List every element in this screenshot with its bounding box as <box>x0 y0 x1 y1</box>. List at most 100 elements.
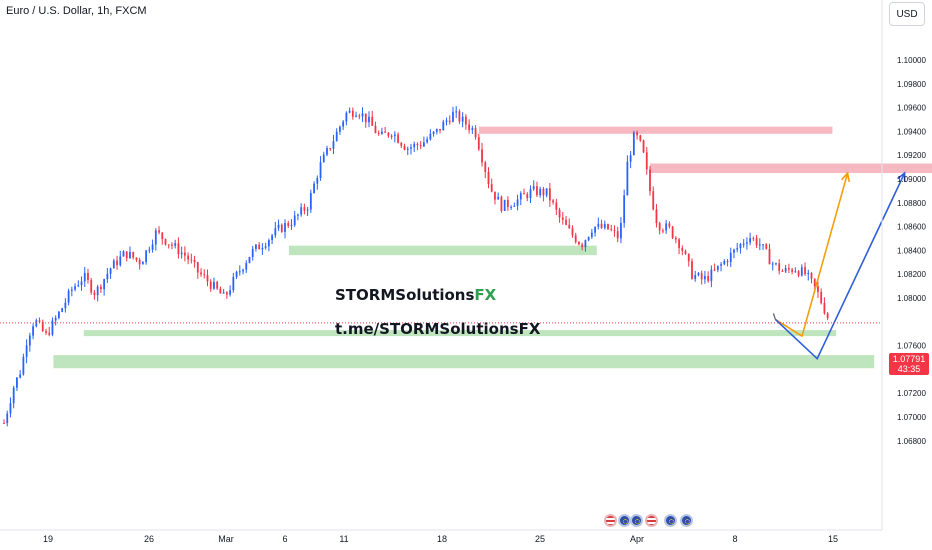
candle-body <box>603 224 606 228</box>
candle-body <box>555 202 558 210</box>
candle-body <box>3 422 5 424</box>
candle-body <box>306 209 309 211</box>
candle-body <box>54 317 57 321</box>
candle-body <box>655 209 658 224</box>
candle-body <box>403 145 406 150</box>
y-tick-label: 1.08800 <box>897 199 926 208</box>
candle-body <box>626 161 629 196</box>
candle-body <box>510 206 513 208</box>
y-tick-label: 1.07600 <box>897 342 926 351</box>
candle-body <box>67 290 70 303</box>
candle-body <box>393 134 396 137</box>
candle-body <box>826 313 829 318</box>
candle-body <box>487 171 490 185</box>
candle-body <box>497 196 500 200</box>
candle-body <box>368 116 370 123</box>
candle-body <box>468 124 471 130</box>
candle-body <box>455 111 458 113</box>
candle-body <box>820 291 823 304</box>
current-price-tag: 1.07791 43:35 <box>889 353 929 375</box>
candle-body <box>813 278 816 287</box>
candle-body <box>96 286 99 296</box>
candle-body <box>723 260 726 265</box>
candles-layer <box>3 106 829 427</box>
candle-body <box>710 269 713 281</box>
current-price-value: 1.07791 <box>892 354 926 364</box>
candle-body <box>639 135 642 141</box>
eu-flag-icon[interactable] <box>630 514 643 527</box>
y-tick-label: 1.09800 <box>897 80 926 89</box>
candle-body <box>516 199 519 206</box>
candle-body <box>116 260 118 266</box>
candle-body <box>607 224 609 230</box>
candle-body <box>232 276 235 291</box>
candle-body <box>193 259 196 263</box>
candle-body <box>642 140 645 153</box>
candle-body <box>674 237 677 240</box>
candle-body <box>713 269 716 271</box>
candle-body <box>171 244 173 246</box>
candle-body <box>532 186 535 190</box>
candle-body <box>597 223 600 227</box>
candle-body <box>413 143 416 148</box>
candle-body <box>474 128 477 138</box>
candle-body <box>539 188 542 196</box>
candle-body <box>817 286 819 292</box>
candle-body <box>733 249 735 253</box>
candle-body <box>671 226 674 238</box>
candle-body <box>216 281 219 289</box>
candle-body <box>548 188 551 201</box>
candle-body <box>791 269 794 272</box>
us-flag-icon[interactable] <box>645 514 658 527</box>
us-flag-icon[interactable] <box>604 514 617 527</box>
candle-body <box>726 260 729 263</box>
candle-body <box>177 243 180 255</box>
candle-body <box>442 121 445 131</box>
candle-body <box>545 188 548 196</box>
candle-body <box>432 131 435 134</box>
candle-body <box>129 251 131 258</box>
eu-flag-icon[interactable] <box>664 514 677 527</box>
candle-body <box>787 268 790 270</box>
candle-body <box>665 223 668 231</box>
candle-body <box>255 244 257 249</box>
candle-body <box>768 248 771 265</box>
candle-body <box>41 321 44 332</box>
candle-body <box>558 209 561 218</box>
candle-body <box>697 273 700 276</box>
candle-body <box>742 243 745 245</box>
candle-body <box>371 116 374 126</box>
candle-body <box>381 131 383 134</box>
candle-body <box>797 271 800 276</box>
support-zone <box>83 330 837 337</box>
candle-body <box>61 308 64 312</box>
candle-body <box>410 147 412 149</box>
x-tick-label: 26 <box>144 534 154 544</box>
eu-flag-icon[interactable] <box>680 514 693 527</box>
candle-body <box>426 139 429 143</box>
candle-body <box>523 193 525 195</box>
candle-body <box>765 244 768 249</box>
candle-body <box>22 356 25 375</box>
candle-body <box>439 128 441 131</box>
candle-body <box>154 230 157 245</box>
y-tick-label: 1.07000 <box>897 413 926 422</box>
candle-body <box>297 214 299 216</box>
candle-body <box>209 281 212 289</box>
candle-body <box>64 302 67 309</box>
y-tick-label: 1.09200 <box>897 151 926 160</box>
candle-body <box>235 271 238 277</box>
candle-body <box>125 251 128 258</box>
candle-body <box>629 155 632 162</box>
currency-button[interactable]: USD <box>889 2 925 26</box>
candle-body <box>623 195 626 223</box>
candle-body <box>187 255 190 260</box>
candle-body <box>109 268 112 274</box>
candle-body <box>90 280 93 293</box>
candle-body <box>267 240 270 247</box>
symbol-title[interactable]: Euro / U.S. Dollar, 1h, FXCM <box>6 5 147 17</box>
projection-lead-line <box>772 313 776 320</box>
candle-body <box>749 238 752 243</box>
candle-body <box>335 131 338 142</box>
